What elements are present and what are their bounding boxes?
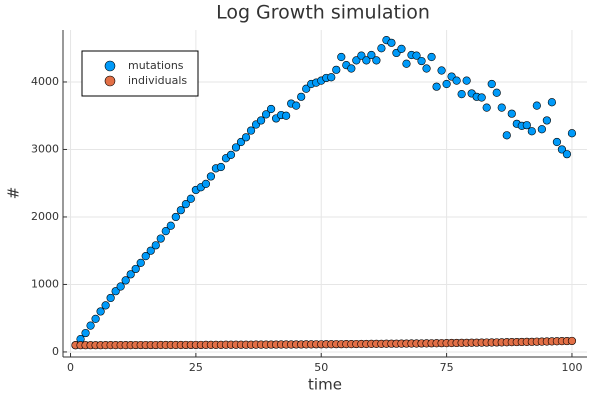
point — [297, 92, 306, 101]
point — [397, 44, 406, 53]
legend-marker — [104, 60, 116, 72]
point — [131, 264, 140, 274]
point — [487, 79, 496, 89]
point — [412, 51, 421, 60]
point — [261, 110, 271, 119]
point — [442, 79, 451, 89]
point — [367, 50, 376, 60]
point — [542, 116, 551, 125]
point — [256, 116, 266, 125]
point — [246, 126, 256, 135]
point — [241, 133, 251, 142]
point — [96, 307, 105, 316]
point — [337, 52, 346, 62]
point — [166, 221, 175, 230]
point — [422, 64, 431, 73]
point — [562, 150, 572, 159]
point — [201, 179, 211, 188]
point — [552, 137, 562, 147]
legend-label: individuals — [128, 74, 187, 87]
x-tick-label: 0 — [67, 361, 74, 374]
point — [347, 64, 356, 73]
point — [116, 282, 125, 291]
point — [547, 98, 556, 107]
point — [292, 101, 301, 110]
point — [86, 321, 95, 330]
point — [457, 90, 466, 99]
point — [91, 314, 100, 323]
point — [176, 206, 185, 215]
x-tick-label: 100 — [561, 361, 582, 374]
point — [206, 172, 216, 181]
point — [136, 258, 145, 267]
point — [402, 59, 411, 68]
point — [327, 73, 336, 82]
point — [266, 104, 276, 114]
point — [377, 44, 386, 53]
point — [181, 200, 190, 209]
y-tick-label: 0 — [52, 345, 59, 358]
point — [352, 56, 361, 65]
legend-box — [81, 50, 199, 97]
point — [417, 56, 426, 66]
point — [216, 162, 226, 172]
point — [482, 103, 491, 112]
x-tick-label: 75 — [440, 361, 454, 374]
point — [477, 93, 486, 102]
point — [101, 301, 110, 310]
point — [332, 65, 341, 74]
x-axis-label: time — [308, 376, 342, 394]
point — [492, 88, 501, 97]
point — [437, 66, 446, 75]
legend-marker — [104, 75, 116, 87]
point — [141, 251, 150, 261]
point — [537, 125, 546, 134]
point — [126, 270, 135, 279]
point — [111, 287, 120, 296]
point — [146, 246, 155, 255]
point — [106, 293, 115, 303]
point — [372, 56, 381, 65]
point — [507, 109, 516, 118]
point — [156, 234, 165, 243]
point — [171, 212, 180, 222]
point — [527, 127, 536, 136]
point — [161, 227, 170, 236]
point — [226, 150, 236, 159]
x-tick-label: 50 — [314, 361, 328, 374]
y-tick-label: 4000 — [31, 75, 59, 88]
point — [557, 145, 567, 154]
point — [302, 84, 311, 93]
y-tick-label: 1000 — [31, 277, 59, 290]
point — [121, 276, 130, 285]
y-axis-label: # — [5, 187, 23, 200]
point — [452, 76, 461, 85]
point — [462, 76, 471, 85]
y-tick-label: 3000 — [31, 142, 59, 155]
point — [357, 51, 366, 60]
point — [387, 38, 396, 47]
chart-title: Log Growth simulation — [216, 2, 430, 24]
point — [151, 241, 160, 250]
point — [567, 336, 577, 346]
point — [522, 121, 531, 130]
point — [502, 131, 511, 140]
x-tick-label: 25 — [189, 361, 203, 374]
point — [497, 103, 506, 112]
point — [432, 82, 441, 91]
point — [532, 101, 541, 110]
legend-label: mutations — [128, 59, 184, 72]
point — [282, 111, 291, 120]
point — [567, 129, 577, 138]
point — [81, 328, 90, 338]
point — [427, 52, 436, 62]
y-tick-label: 2000 — [31, 210, 59, 223]
point — [236, 137, 246, 147]
point — [362, 56, 371, 65]
point — [231, 143, 241, 152]
point — [186, 194, 195, 203]
